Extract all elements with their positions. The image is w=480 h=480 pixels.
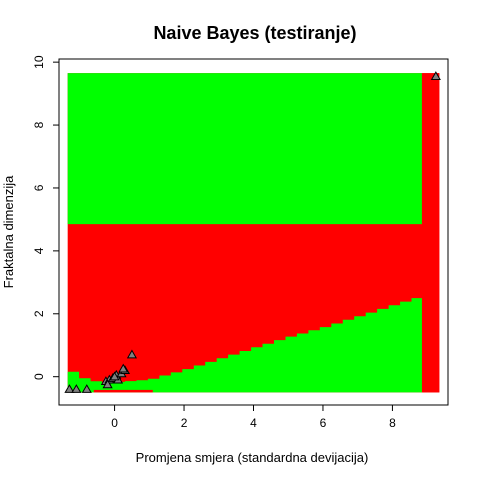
y-tick-label: 0 xyxy=(32,373,46,380)
data-point xyxy=(71,384,82,393)
data-point xyxy=(430,71,441,80)
region-green-lower xyxy=(67,298,422,393)
y-axis-label: Fraktalna dimenzija xyxy=(1,175,16,288)
region-green-top xyxy=(67,73,422,225)
y-axis: 0 2 4 6 8 10 xyxy=(32,55,60,380)
y-tick-label: 6 xyxy=(32,184,46,191)
decision-regions xyxy=(67,73,440,393)
data-point xyxy=(64,384,75,393)
y-tick-label: 4 xyxy=(32,247,46,254)
data-point xyxy=(81,384,92,393)
region-red-right xyxy=(421,73,440,393)
data-point xyxy=(118,363,129,373)
y-tick-label: 10 xyxy=(32,55,46,69)
x-axis: 0 2 4 6 8 xyxy=(111,404,396,430)
x-tick-label: 0 xyxy=(111,416,118,430)
x-axis-label: Promjena smjera (standardna devijacija) xyxy=(136,450,369,465)
y-tick-label: 2 xyxy=(32,310,46,317)
data-point xyxy=(109,371,120,381)
x-tick-label: 6 xyxy=(320,416,327,430)
data-point xyxy=(102,379,113,389)
x-tick-label: 4 xyxy=(250,416,257,430)
data-point xyxy=(126,349,137,359)
x-tick-label: 2 xyxy=(181,416,188,430)
data-points xyxy=(64,71,441,393)
x-tick-label: 8 xyxy=(389,416,396,430)
chart-title: Naive Bayes (testiranje) xyxy=(153,23,356,43)
region-red-bottom xyxy=(93,389,153,393)
y-tick-label: 8 xyxy=(32,121,46,128)
